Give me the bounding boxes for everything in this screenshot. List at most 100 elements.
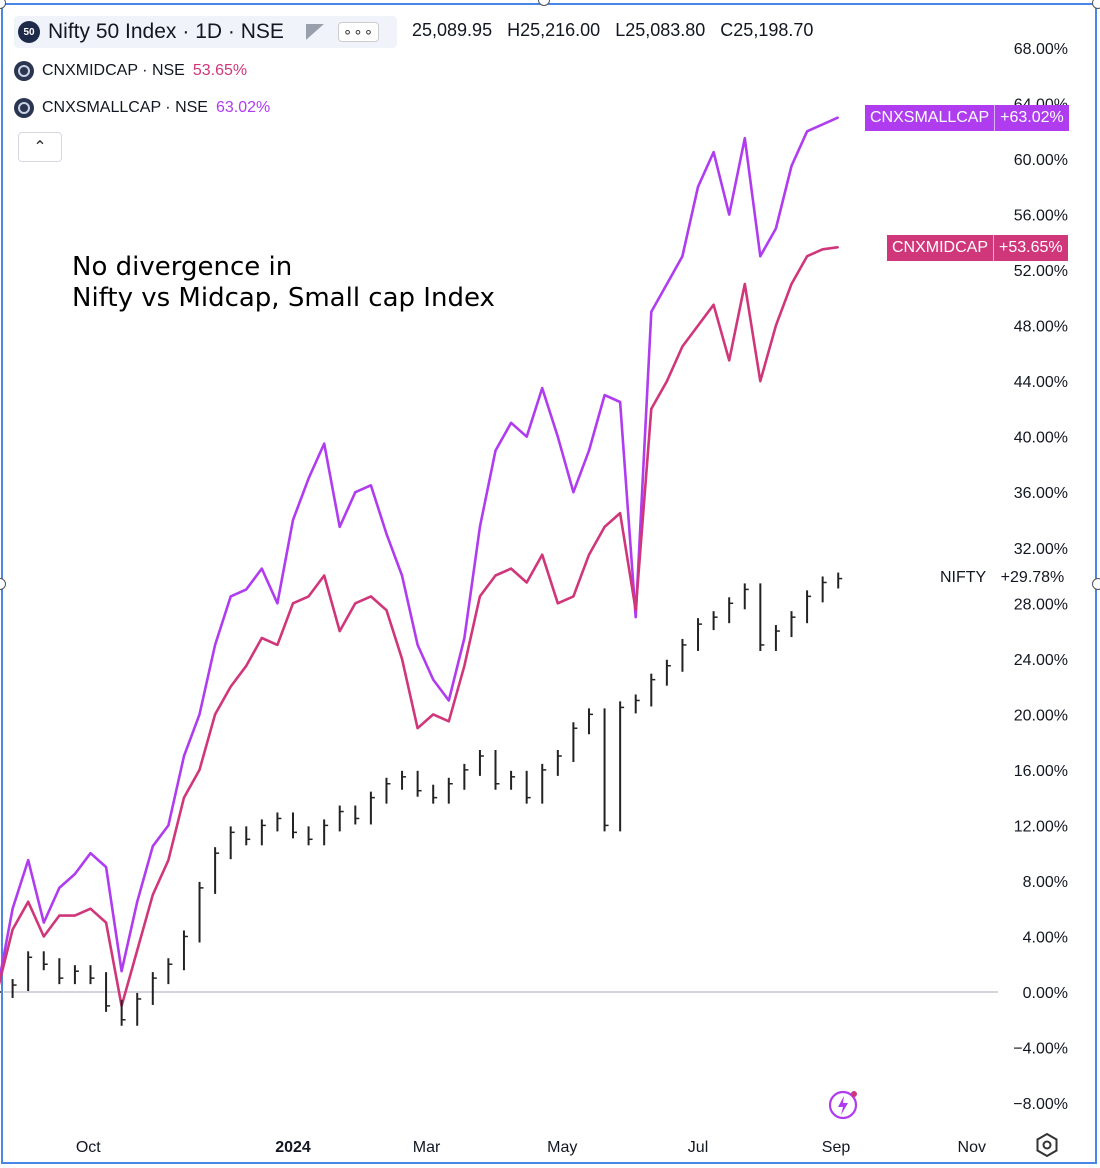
series-point-cnxsmallcap: [619, 401, 621, 403]
y-tick-label: 36.00%: [1014, 485, 1068, 502]
sparkle-icon[interactable]: [825, 1087, 861, 1123]
series-point-cnxsmallcap: [58, 887, 61, 889]
main-symbol-name[interactable]: Nifty 50 Index: [48, 20, 177, 43]
series-point-cnxsmallcap: [775, 227, 777, 230]
series-nifty: [0, 572, 843, 1026]
series-point-cnxmidcap: [432, 713, 435, 716]
collapse-legend-button[interactable]: ⌃: [18, 132, 62, 162]
series-point-cnxmidcap: [89, 907, 92, 910]
series-point-cnxsmallcap: [105, 866, 107, 868]
price-tag-smallcap-name: CNXSMALLCAP: [870, 109, 990, 126]
series-point-cnxsmallcap: [276, 602, 279, 605]
series-point-cnxmidcap: [307, 595, 310, 598]
legend-value-midcap: 53.65%: [192, 62, 248, 79]
price-tag-nifty-name: NIFTY: [940, 569, 987, 586]
series-point-cnxsmallcap: [821, 123, 824, 126]
series-point-cnxmidcap: [821, 248, 824, 251]
series-point-cnxsmallcap: [338, 526, 341, 528]
ohlc-open: 25,089.95: [412, 20, 493, 40]
series-point-cnxsmallcap: [743, 137, 746, 140]
series-point-cnxmidcap: [354, 602, 357, 605]
price-tag-nifty: NIFTY +29.78%: [940, 569, 1074, 587]
series-point-cnxsmallcap: [167, 824, 170, 827]
series-point-cnxmidcap: [401, 658, 403, 660]
y-tick-label: 60.00%: [1014, 152, 1068, 169]
resize-handle-top-right[interactable]: [1092, 0, 1100, 9]
y-tick-label: 28.00%: [1014, 596, 1068, 613]
series-point-cnxsmallcap: [385, 533, 388, 535]
series-point-cnxmidcap: [385, 609, 388, 612]
series-point-cnxsmallcap: [74, 873, 76, 875]
series-point-cnxsmallcap: [151, 845, 154, 848]
series-point-cnxmidcap: [728, 359, 730, 362]
series-point-cnxmidcap: [370, 595, 372, 598]
series-point-cnxsmallcap: [837, 116, 840, 119]
legend-value-smallcap: 63.02%: [215, 99, 271, 116]
y-tick-label: 24.00%: [1014, 652, 1068, 669]
y-axis: 68.00%64.00%60.00%56.00%52.00%48.00%44.0…: [1013, 41, 1068, 1113]
series-point-cnxmidcap: [697, 324, 699, 327]
midcap-symbol-icon: [14, 61, 34, 81]
series-point-cnxsmallcap: [479, 526, 481, 528]
series-point-cnxsmallcap: [588, 449, 590, 452]
series-point-cnxsmallcap: [712, 151, 715, 153]
series-point-cnxmidcap: [27, 900, 29, 903]
price-tag-smallcap-value: +63.02%: [994, 105, 1069, 131]
x-tick-label: Oct: [76, 1139, 101, 1156]
main-symbol-legend[interactable]: 50 Nifty 50 Index · 1D · NSE ∘∘∘: [14, 16, 398, 48]
series-point-cnxmidcap: [11, 928, 14, 931]
legend-item-midcap[interactable]: CNXMIDCAP · NSE 53.65%: [14, 58, 247, 84]
legend-item-smallcap[interactable]: CNXSMALLCAP · NSE 63.02%: [14, 95, 270, 121]
chart-annotation[interactable]: No divergence in Nifty vs Midcap, Small …: [72, 252, 495, 314]
series-point-cnxmidcap: [245, 664, 248, 667]
series-point-cnxsmallcap: [666, 283, 668, 285]
y-tick-label: 16.00%: [1014, 763, 1068, 780]
series-point-cnxsmallcap: [494, 449, 497, 452]
ohlc-high: H25,216.00: [507, 20, 601, 40]
series-point-cnxmidcap: [837, 246, 840, 249]
series-point-cnxsmallcap: [11, 907, 14, 910]
market-status-icon: [305, 24, 324, 40]
series-point-cnxmidcap: [74, 914, 76, 917]
series-point-cnxsmallcap: [759, 255, 762, 258]
series-point-cnxmidcap: [634, 609, 637, 612]
series-point-cnxsmallcap: [572, 491, 575, 494]
series-point-cnxmidcap: [681, 345, 684, 348]
series-cnxsmallcap: [0, 116, 839, 984]
nifty-symbol-icon: 50: [18, 21, 40, 43]
series-point-cnxsmallcap: [198, 713, 201, 716]
series-cnxmidcap: [0, 245, 839, 1008]
price-tag-nifty-value: +29.78%: [1000, 569, 1065, 586]
legend-symbol-smallcap: CNXSMALLCAP · NSE: [42, 99, 208, 116]
series-point-cnxsmallcap: [697, 186, 699, 188]
series-point-cnxmidcap: [494, 574, 497, 577]
y-tick-label: 52.00%: [1014, 263, 1068, 280]
ohlc-close: C25,198.70: [720, 20, 814, 40]
x-tick-label: Mar: [413, 1139, 441, 1156]
series-point-cnxsmallcap: [416, 644, 419, 646]
y-tick-label: 56.00%: [1014, 208, 1068, 225]
series-point-cnxmidcap: [759, 380, 762, 382]
price-tag-midcap-name: CNXMIDCAP: [892, 239, 989, 256]
series-point-cnxsmallcap: [463, 637, 466, 639]
series-point-cnxsmallcap: [323, 442, 325, 445]
x-tick-label: Jul: [688, 1139, 708, 1156]
series-point-cnxsmallcap: [307, 477, 310, 480]
series-point-cnxmidcap: [214, 713, 216, 716]
series-point-cnxmidcap: [806, 255, 808, 258]
x-tick-label: Nov: [958, 1139, 986, 1156]
main-symbol-meta: · 1D · NSE: [182, 20, 284, 43]
price-tag-smallcap: CNXSMALLCAP +63.02%: [865, 105, 1069, 131]
series-point-cnxsmallcap: [261, 567, 263, 570]
series-point-cnxmidcap: [619, 512, 621, 514]
more-options-button[interactable]: ∘∘∘: [337, 22, 380, 42]
series-point-cnxmidcap: [136, 949, 139, 952]
y-tick-label: 68.00%: [1014, 41, 1068, 58]
series-point-cnxsmallcap: [790, 165, 793, 167]
resize-handle-right[interactable]: [1092, 578, 1100, 590]
series-point-cnxmidcap: [261, 637, 263, 639]
series-point-cnxmidcap: [42, 935, 45, 938]
settings-icon[interactable]: [1034, 1132, 1060, 1158]
series-point-cnxmidcap: [743, 283, 746, 285]
